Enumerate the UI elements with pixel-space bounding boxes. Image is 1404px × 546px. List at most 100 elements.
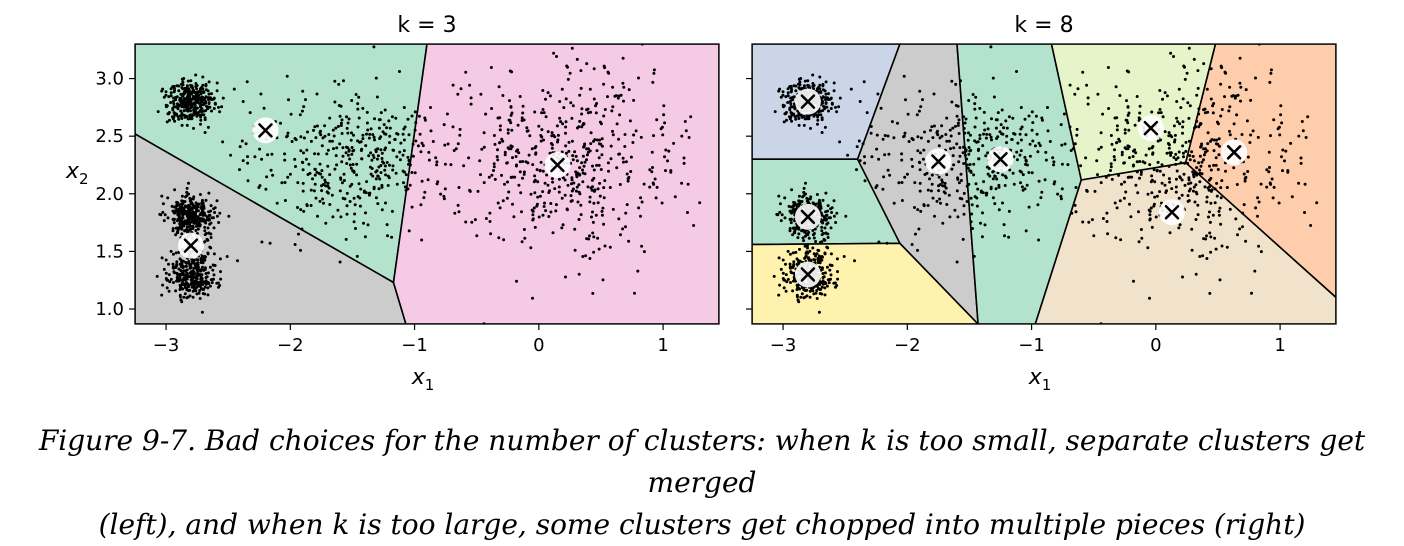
data-point [1208,291,1212,295]
data-point [404,188,408,192]
data-point [199,122,202,126]
data-point [794,226,798,230]
data-point [1044,158,1048,162]
data-point [537,124,541,128]
data-point [464,220,468,224]
data-point [339,124,343,127]
data-point [1037,238,1041,242]
data-point [802,239,806,243]
data-point [1241,211,1245,215]
data-point [903,131,907,135]
data-point [984,154,988,158]
data-point [1019,181,1022,185]
data-point [1208,220,1212,224]
data-point [290,140,294,143]
data-point [820,268,824,271]
data-point [164,271,168,275]
data-point [584,254,588,258]
data-point [503,182,506,186]
data-point [347,149,351,153]
data-point [525,126,529,130]
data-point [332,147,335,151]
data-point [300,109,304,113]
data-point [1152,168,1156,172]
data-point [794,117,798,121]
data-point [797,123,801,127]
data-point [962,145,965,149]
data-point [488,220,492,223]
data-point [174,289,178,293]
data-point [1209,67,1213,71]
data-point [1015,70,1018,73]
data-point [660,201,664,205]
data-point [206,125,210,129]
data-point [489,232,493,236]
data-point [313,125,317,129]
data-point [1162,173,1166,177]
data-point [1011,116,1015,120]
centroid-cross [183,238,199,253]
data-point [1192,57,1196,61]
data-point [786,101,790,104]
data-point [642,182,646,186]
data-point [809,195,813,199]
data-point [453,211,457,215]
centroid-marker [925,148,952,175]
data-point [302,209,306,213]
data-point [574,154,578,158]
data-point [556,133,560,137]
data-point [1084,156,1088,160]
data-point [1212,163,1216,167]
data-point [820,229,824,233]
data-point [168,280,172,284]
data-point [1284,149,1288,153]
data-point [802,186,806,190]
data-point [579,213,583,217]
data-point [348,200,352,203]
data-point [591,164,594,168]
data-point [202,211,206,215]
data-point [1190,150,1194,154]
data-point [911,165,914,168]
data-point [531,209,535,213]
data-point [1219,186,1223,190]
data-point [838,140,842,144]
data-point [445,112,449,116]
data-point [386,234,389,238]
data-point [586,16,589,19]
data-point [634,129,638,133]
data-point [808,249,812,253]
data-point [692,224,696,227]
data-point [846,153,850,157]
data-point [195,219,199,222]
data-point [835,211,839,215]
data-point [187,260,191,263]
data-point [918,168,922,172]
data-point [413,110,417,114]
data-point [984,193,988,197]
data-point [413,171,417,175]
data-point [824,102,828,105]
data-point [1196,86,1200,90]
data-point [167,289,171,293]
data-point [1086,102,1090,106]
data-point [434,156,438,160]
data-point [578,166,582,170]
data-point [160,256,164,260]
data-point [1011,171,1015,175]
data-point [1156,160,1160,164]
data-point [571,104,575,108]
data-point [530,147,534,151]
data-point [1024,158,1028,162]
data-point [407,229,411,233]
data-point [312,128,315,132]
data-point [382,123,386,127]
data-point [352,133,355,137]
data-point [531,163,535,167]
data-point [827,92,830,96]
data-point [947,139,951,143]
data-point [1182,172,1186,176]
data-point [1227,109,1231,113]
data-point [492,169,495,172]
data-point [414,139,418,143]
